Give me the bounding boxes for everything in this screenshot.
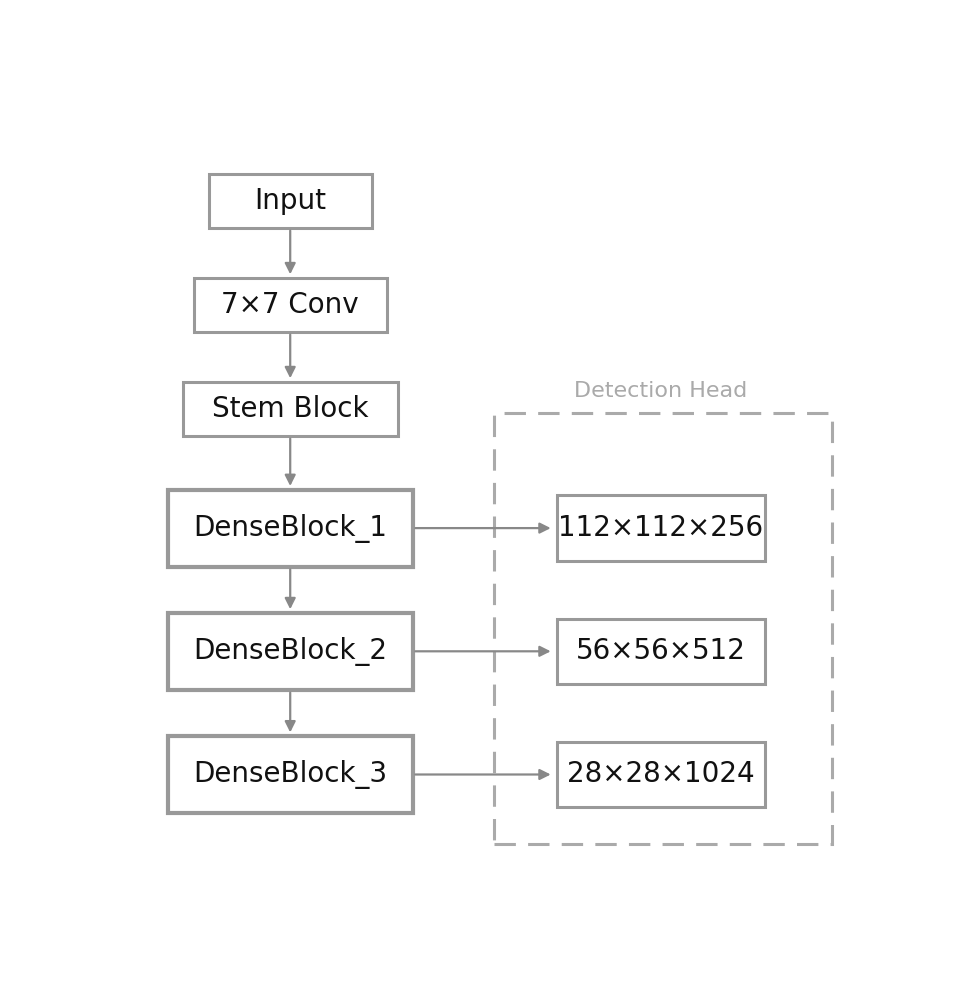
Bar [194,278,387,332]
Bar [167,613,412,690]
Bar [183,382,398,436]
Bar [557,742,765,807]
Text: DenseBlock_2: DenseBlock_2 [193,637,388,666]
Text: Input: Input [255,187,326,215]
Bar [209,174,372,228]
Text: 7×7 Conv: 7×7 Conv [221,291,359,319]
Bar [557,619,765,684]
Bar [494,413,832,844]
Text: 112×112×256: 112×112×256 [559,514,764,542]
Text: DenseBlock_1: DenseBlock_1 [193,514,388,543]
Bar [557,495,765,561]
Text: Stem Block: Stem Block [211,395,368,423]
Text: 28×28×1024: 28×28×1024 [568,760,755,788]
Bar [167,490,412,567]
Text: Detection Head: Detection Head [574,381,747,401]
Text: DenseBlock_3: DenseBlock_3 [193,760,388,789]
Text: 56×56×512: 56×56×512 [576,637,746,665]
Bar [167,736,412,813]
